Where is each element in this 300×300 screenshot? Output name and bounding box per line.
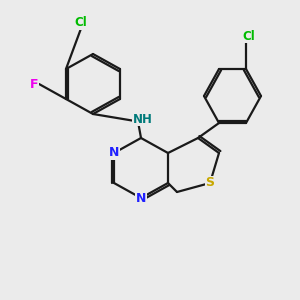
Text: N: N (136, 191, 146, 205)
Text: NH: NH (133, 112, 152, 126)
Text: Cl: Cl (243, 29, 255, 43)
Text: N: N (109, 146, 119, 160)
Text: Cl: Cl (75, 16, 87, 29)
Text: F: F (30, 77, 39, 91)
Text: S: S (206, 176, 214, 190)
